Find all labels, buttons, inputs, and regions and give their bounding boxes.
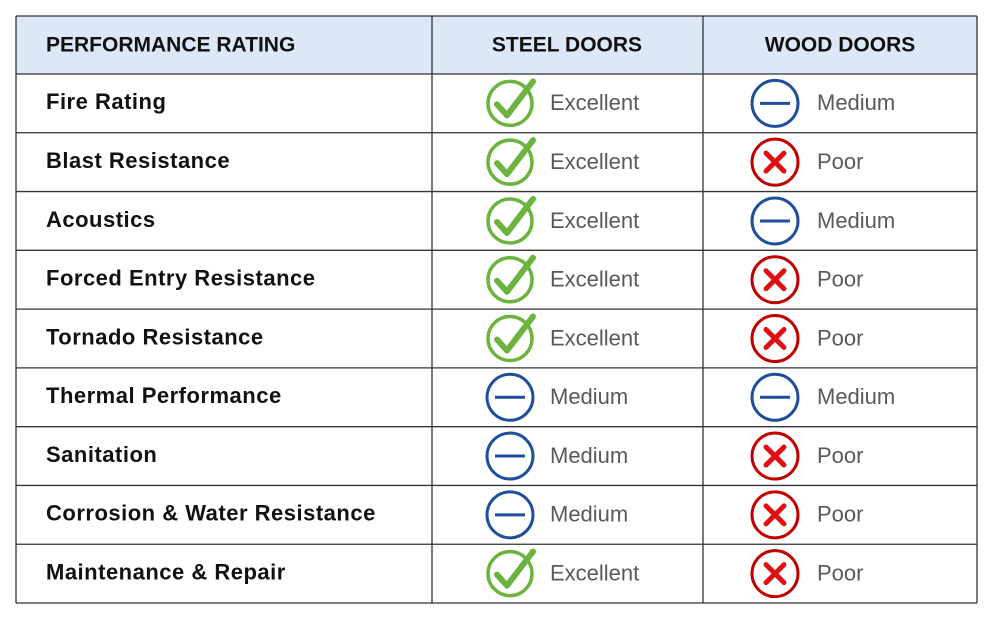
rating-icon (485, 431, 535, 481)
wood-rating: Poor (817, 325, 863, 350)
minus-circle (485, 490, 535, 540)
check-circle (486, 255, 534, 304)
steel-rating: Medium (550, 443, 628, 468)
cross-mark (763, 268, 787, 292)
check-circle (486, 79, 534, 128)
rating-icon (750, 196, 800, 246)
rating-icon (750, 314, 800, 363)
cross-circle (750, 431, 800, 481)
rating-icon (486, 313, 536, 363)
cross-mark (763, 327, 787, 350)
steel-rating: Excellent (550, 325, 639, 350)
wood-rating: Poor (817, 443, 863, 468)
cross-circle (750, 314, 800, 363)
wood-rating: Medium (817, 90, 895, 115)
rating-icon (750, 490, 800, 540)
steel-rating: Excellent (550, 208, 639, 233)
rating-icon (750, 255, 800, 305)
check-circle (486, 138, 534, 186)
row-label: Sanitation (46, 442, 157, 467)
wood-rating: Medium (817, 384, 895, 409)
cross-circle (750, 255, 800, 305)
wood-rating: Poor (817, 267, 863, 292)
check-mark (494, 254, 536, 295)
cross-mark (763, 150, 787, 174)
row-label: Thermal Performance (46, 383, 282, 408)
rating-icon (486, 78, 536, 128)
cross-circle (750, 137, 800, 187)
rating-icon (486, 548, 536, 598)
rating-icon (750, 431, 800, 481)
header-cell: PERFORMANCE RATING (46, 34, 295, 57)
steel-rating: Excellent (550, 560, 639, 585)
cross-circle (750, 490, 800, 540)
row-label: Corrosion & Water Resistance (46, 501, 376, 526)
steel-rating: Medium (550, 502, 628, 527)
minus-circle (750, 78, 800, 128)
check-mark (494, 137, 536, 178)
header-cell: STEEL DOORS (492, 34, 642, 57)
wood-rating: Poor (817, 560, 863, 585)
rating-icon (486, 254, 536, 304)
check-circle (486, 314, 534, 363)
cross-mark (763, 444, 787, 468)
row-label: Fire Rating (46, 89, 166, 114)
rating-icon (485, 490, 535, 540)
header-cell: WOOD DOORS (765, 34, 916, 57)
wood-rating: Poor (817, 149, 863, 174)
steel-rating: Excellent (550, 149, 639, 174)
steel-rating: Medium (550, 384, 628, 409)
steel-rating: Excellent (550, 90, 639, 115)
header-background (16, 16, 977, 74)
wood-rating: Poor (817, 502, 863, 527)
row-label: Forced Entry Resistance (46, 266, 315, 291)
minus-circle (485, 431, 535, 481)
rating-icon (486, 195, 536, 245)
steel-rating: Excellent (550, 267, 639, 292)
check-mark (494, 313, 536, 354)
row-label: Blast Resistance (46, 148, 230, 173)
check-mark (494, 548, 536, 589)
minus-circle (750, 372, 800, 422)
minus-circle (750, 196, 800, 246)
check-circle (486, 549, 534, 598)
cross-mark (763, 562, 787, 586)
rating-icon (485, 372, 535, 422)
wood-rating: Medium (817, 208, 895, 233)
rating-icon (486, 137, 536, 186)
check-mark (494, 78, 536, 119)
row-label: Maintenance & Repair (46, 559, 286, 584)
minus-circle (485, 372, 535, 422)
check-mark (494, 195, 536, 236)
rating-icon (750, 137, 800, 187)
rating-icon (750, 549, 800, 599)
rating-icon (750, 78, 800, 128)
rating-icon (750, 372, 800, 422)
cross-mark (763, 503, 787, 527)
check-circle (486, 197, 534, 245)
row-label: Acoustics (46, 207, 156, 232)
row-label: Tornado Resistance (46, 324, 264, 349)
cross-circle (750, 549, 800, 599)
